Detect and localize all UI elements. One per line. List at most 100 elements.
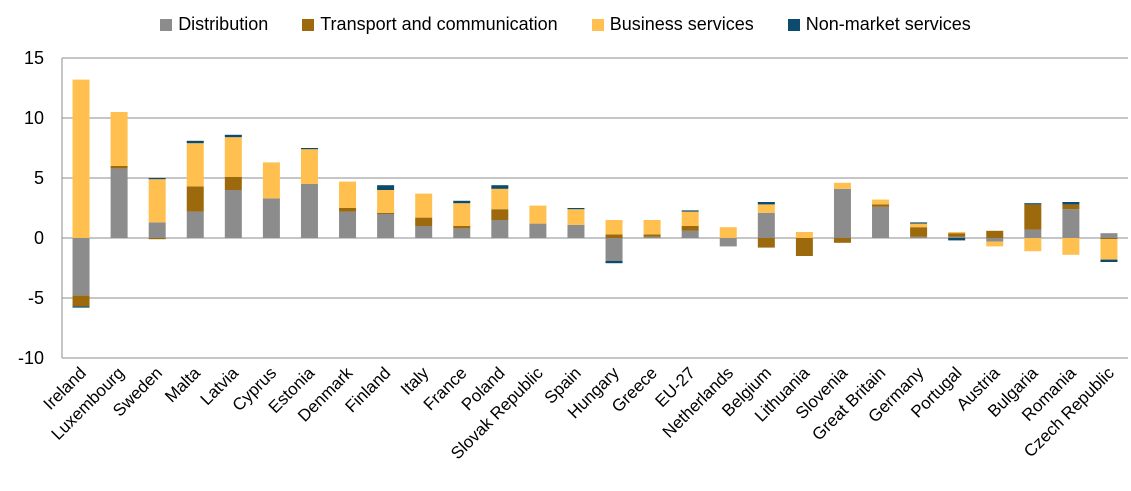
bar-segment-business: [719, 227, 737, 238]
bar-segment-nonmarket: [681, 210, 699, 212]
bar-segment-business: [605, 220, 623, 235]
legend-swatch: [591, 18, 604, 31]
bar-segment-business: [681, 211, 699, 226]
legend-swatch: [787, 18, 800, 31]
y-tick-label: 5: [34, 168, 44, 188]
y-tick-label: 10: [24, 108, 44, 128]
bar-segment-business: [148, 179, 166, 223]
legend-label: Transport and communication: [320, 14, 558, 34]
y-tick-label: -5: [28, 288, 44, 308]
bar-segment-distribution: [453, 228, 471, 238]
bar-segment-business: [795, 232, 813, 238]
bar-segment-distribution: [910, 236, 928, 238]
legend-item: Transport and communication: [302, 14, 558, 35]
bar-segment-nonmarket: [910, 222, 928, 224]
bar-segment-distribution: [757, 212, 775, 238]
bar-segment-business: [415, 193, 433, 218]
legend-swatch: [302, 18, 315, 31]
bar-segment-nonmarket: [72, 306, 90, 308]
bar-segment-distribution: [148, 222, 166, 238]
bar-segment-transport: [605, 234, 623, 238]
bar-segment-nonmarket: [377, 185, 395, 190]
bar-segment-business: [224, 137, 242, 177]
bar-segment-transport: [1024, 204, 1042, 230]
bar-segment-distribution: [986, 238, 1004, 242]
y-tick-label: 0: [34, 228, 44, 248]
bar-segment-business: [1100, 239, 1118, 260]
bar-segment-distribution: [415, 226, 433, 238]
bar-segment-business: [110, 112, 128, 166]
bar-segment-business: [339, 181, 357, 208]
bar-segment-transport: [453, 226, 471, 229]
bar-segment-distribution: [224, 190, 242, 238]
bar-segment-nonmarket: [567, 208, 585, 210]
bar-segment-business: [872, 199, 890, 205]
bar-segment-transport: [339, 208, 357, 212]
legend-item: Distribution: [160, 14, 268, 35]
bar-segment-nonmarket: [224, 134, 242, 138]
bar-segment-transport: [72, 295, 90, 307]
bar-segment-transport: [377, 212, 395, 214]
bar-segment-business: [453, 203, 471, 226]
bar-segment-business: [910, 223, 928, 228]
bar-segment-distribution: [567, 224, 585, 238]
bar-segment-distribution: [186, 211, 204, 238]
bar-segment-distribution: [948, 236, 966, 238]
bar-segment-transport: [795, 238, 813, 256]
bar-segment-transport: [948, 233, 966, 237]
bar-segment-nonmarket: [605, 260, 623, 264]
bar-segment-nonmarket: [491, 185, 509, 189]
bar-segment-distribution: [681, 230, 699, 238]
bar-segment-transport: [415, 217, 433, 226]
bar-segment-transport: [148, 238, 166, 240]
bar-segment-distribution: [300, 184, 318, 238]
bar-segment-transport: [224, 176, 242, 190]
legend: Distribution Transport and communication B…: [0, 14, 1131, 35]
x-tick-label: Malta: [161, 363, 204, 406]
bar-segment-transport: [872, 204, 890, 207]
bar-segment-business: [1024, 238, 1042, 252]
bar-segment-nonmarket: [148, 178, 166, 180]
bar-segment-business: [986, 241, 1004, 247]
bar-segment-business: [1062, 238, 1080, 255]
bar-segment-transport: [110, 166, 128, 169]
bar-segment-transport: [186, 186, 204, 212]
bar-segment-distribution: [339, 211, 357, 238]
bar-segment-nonmarket: [453, 200, 471, 204]
bar-segment-transport: [757, 238, 775, 248]
legend-swatch: [160, 18, 173, 31]
bar-segment-business: [643, 220, 661, 235]
bar-segment-nonmarket: [1024, 203, 1042, 205]
bar-segment-distribution: [491, 220, 509, 238]
bar-segment-distribution: [872, 206, 890, 238]
bar-segment-distribution: [1024, 229, 1042, 238]
y-tick-label: 15: [24, 48, 44, 68]
bar-segment-transport: [643, 234, 661, 237]
bar-segment-nonmarket: [300, 148, 318, 150]
legend-label: Distribution: [178, 14, 269, 34]
bar-segment-business: [491, 188, 509, 210]
bar-segment-transport: [491, 209, 509, 220]
bar-segment-distribution: [110, 168, 128, 238]
bar-segment-distribution: [262, 198, 280, 238]
bar-segment-transport: [910, 227, 928, 237]
bar-segment-distribution: [72, 238, 90, 296]
bar-segment-business: [833, 182, 851, 189]
bar-segment-transport: [833, 238, 851, 243]
y-tick-label: -10: [18, 348, 44, 368]
bar-segment-business: [377, 190, 395, 213]
bar-segment-distribution: [1062, 209, 1080, 238]
bar-segment-business: [300, 149, 318, 184]
bar-segment-distribution: [529, 223, 547, 238]
bar-segment-nonmarket: [186, 140, 204, 144]
bar-segment-business: [567, 209, 585, 225]
legend-item: Non-market services: [787, 14, 971, 35]
bar-segment-distribution: [1100, 233, 1118, 238]
bar-segment-nonmarket: [1062, 202, 1080, 205]
bar-segment-nonmarket: [1100, 259, 1118, 262]
legend-label: Business services: [609, 14, 754, 34]
bar-segment-distribution: [643, 236, 661, 238]
legend-item: Business services: [591, 14, 754, 35]
bar-segment-distribution: [833, 188, 851, 238]
